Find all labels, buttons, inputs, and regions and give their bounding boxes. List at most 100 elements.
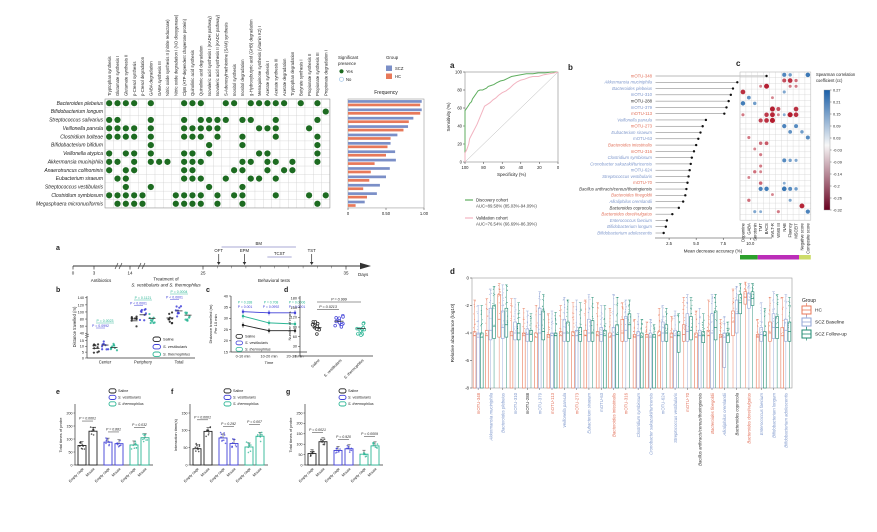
data-point xyxy=(613,294,615,296)
box xyxy=(587,318,591,342)
data-point xyxy=(523,328,525,330)
ylabel: Distance travelled (m) xyxy=(72,306,77,347)
correlation-dot xyxy=(794,158,798,162)
correlation-dot xyxy=(764,112,769,117)
data-point xyxy=(732,303,734,305)
data-point xyxy=(685,322,687,324)
legend-marker xyxy=(235,334,243,339)
data-point xyxy=(649,329,651,331)
species-row-label: Bacteroides plebeius xyxy=(57,101,104,107)
xtick: Mouse xyxy=(341,467,352,478)
correlation-dot xyxy=(805,72,811,78)
data-point xyxy=(636,320,638,322)
data-point xyxy=(763,310,765,312)
group-label: SCZ xyxy=(395,66,404,71)
data-point xyxy=(489,293,490,295)
correlation-dot xyxy=(805,209,810,214)
event-label: OFT xyxy=(214,248,223,253)
data-point xyxy=(640,328,642,330)
data-point xyxy=(633,319,635,321)
data-point xyxy=(579,314,581,316)
presence-dot xyxy=(122,100,129,107)
data-point xyxy=(566,331,568,332)
taxon-label: Bacteroides coprocola xyxy=(609,205,652,210)
panel-letter: b xyxy=(568,63,573,72)
data-point xyxy=(498,302,500,304)
data-point xyxy=(662,316,664,318)
pathway-column-label: g-Hydroxybutyric acid (GHB) degradation xyxy=(248,19,253,96)
correlation-dot xyxy=(776,210,780,214)
data-point xyxy=(538,307,540,308)
data-point xyxy=(633,326,635,328)
data-point xyxy=(572,312,574,314)
correlation-dot xyxy=(793,106,799,112)
data-point xyxy=(502,311,503,313)
data-point xyxy=(506,289,508,291)
data-point xyxy=(130,448,133,450)
importance-dot xyxy=(662,231,665,235)
data-point xyxy=(335,452,337,454)
presence-dot xyxy=(314,200,321,207)
data-point xyxy=(247,451,250,454)
data-point xyxy=(721,327,723,329)
presence-dot xyxy=(247,116,254,124)
grid-frame xyxy=(739,71,812,221)
data-point xyxy=(645,326,647,328)
data-point xyxy=(539,293,540,295)
data-point xyxy=(592,320,594,322)
auc-value: AUC=89.58% (85.03%-94.09%) xyxy=(476,204,537,209)
pathway-column-label: Propionate synthesis II xyxy=(307,54,312,96)
panel-c-correlation: Dopamine GABA Serotonin TMT BACS HVLT-R WMS II… xyxy=(739,71,856,260)
p-value: P = 0.292 xyxy=(221,422,236,426)
data-point xyxy=(485,334,487,336)
box xyxy=(682,324,686,342)
presence-dot xyxy=(189,125,196,132)
data-point xyxy=(625,305,627,307)
data-point xyxy=(347,447,350,450)
data-point xyxy=(536,305,538,307)
data-point xyxy=(250,444,252,446)
data-point xyxy=(256,433,259,436)
series-marker xyxy=(267,321,271,324)
data-point xyxy=(773,301,775,303)
importance-dot xyxy=(677,206,681,210)
presence-dot xyxy=(256,150,263,157)
xtick: Mouse xyxy=(252,467,263,478)
data-point xyxy=(149,321,152,325)
data-point xyxy=(605,330,607,332)
xtick: Saline xyxy=(310,358,320,368)
data-point xyxy=(632,335,634,336)
ytick: 30 xyxy=(224,317,228,321)
data-point xyxy=(510,317,512,319)
group-swatch xyxy=(386,65,392,71)
data-point xyxy=(671,329,673,331)
data-point xyxy=(670,333,672,335)
data-point xyxy=(620,302,622,304)
presence-dot xyxy=(322,192,329,199)
ytick: 40 xyxy=(80,332,84,336)
box xyxy=(722,332,727,368)
xtick: Empty cage xyxy=(298,467,315,484)
data-point xyxy=(753,285,755,286)
correlation-dot xyxy=(759,84,763,88)
data-point xyxy=(542,311,544,313)
p-value: P = 0.0001 xyxy=(79,417,96,421)
data-point xyxy=(601,327,603,329)
data-point xyxy=(728,327,730,329)
data-point xyxy=(769,330,771,332)
data-point xyxy=(592,303,594,305)
presence-dot xyxy=(122,133,129,140)
presence-dot xyxy=(106,167,113,174)
data-point xyxy=(769,297,771,299)
data-point xyxy=(507,315,509,317)
taxon-label: Bifidobacterium adolescentis xyxy=(597,230,653,235)
data-point xyxy=(690,313,692,315)
data-point xyxy=(759,303,761,305)
presence-dot xyxy=(297,100,304,107)
data-point xyxy=(522,333,524,335)
data-point xyxy=(494,304,496,305)
data-point xyxy=(599,323,601,325)
box xyxy=(559,331,563,389)
